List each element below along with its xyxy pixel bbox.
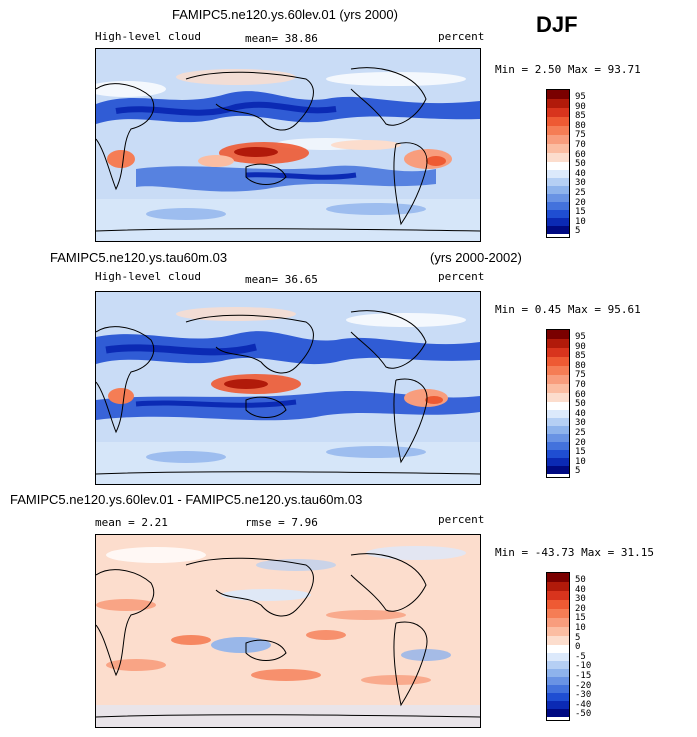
panel1-title: FAMIPC5.ne120.ys.60lev.01 (yrs 2000) bbox=[172, 7, 398, 22]
colorbar-tick-label: 20 bbox=[575, 437, 586, 448]
panel1-colorbar bbox=[546, 89, 570, 238]
panel1-units: percent bbox=[438, 30, 485, 43]
colorbar-tick-label: 15 bbox=[575, 447, 586, 458]
colorbar-tick-label: 5 bbox=[575, 632, 581, 643]
panel2-units: percent bbox=[438, 270, 485, 283]
colorbar-tick-label: -15 bbox=[575, 671, 592, 681]
colorbar-tick-label: 25 bbox=[575, 188, 586, 198]
colorbar-tick-label: 25 bbox=[575, 428, 586, 438]
colorbar-tick-label: 95 bbox=[575, 92, 586, 102]
colorbar-tick-label: 70 bbox=[575, 380, 586, 390]
colorbar-tick-label: 30 bbox=[575, 418, 586, 429]
colorbar-tick-label: 10 bbox=[575, 456, 586, 467]
colorbar-tick-label: 5 bbox=[575, 226, 581, 237]
colorbar-tick-label: 85 bbox=[575, 351, 586, 362]
panel2-years: (yrs 2000-2002) bbox=[430, 250, 522, 265]
colorbar-tick-label: 50 bbox=[575, 159, 586, 170]
colorbar-tick-label: 20 bbox=[575, 603, 586, 614]
colorbar-tick-label: 75 bbox=[575, 130, 586, 141]
panel3-mean: mean = 2.21 bbox=[95, 516, 168, 529]
colorbar-tick-label: 60 bbox=[575, 389, 586, 400]
panel2-map bbox=[95, 291, 481, 485]
colorbar-tick-label: 30 bbox=[575, 178, 586, 189]
colorbar-tick-label: 10 bbox=[575, 623, 586, 633]
colorbar-tick-label: 30 bbox=[575, 594, 586, 605]
panel2-variable: High-level cloud bbox=[95, 270, 201, 283]
season-label: DJF bbox=[536, 12, 578, 37]
panel3-map bbox=[95, 534, 481, 728]
colorbar-tick-label: 15 bbox=[575, 207, 586, 218]
panel2-minmax: Min = 0.45 Max = 95.61 bbox=[495, 303, 641, 316]
colorbar-tick-label: 5 bbox=[575, 466, 581, 477]
colorbar-tick-label: -30 bbox=[575, 690, 592, 701]
colorbar-tick-label: 60 bbox=[575, 149, 586, 160]
colorbar-tick-label: 75 bbox=[575, 370, 586, 381]
panel3-rmse: rmse = 7.96 bbox=[245, 516, 318, 529]
panel2-colorbar bbox=[546, 329, 570, 478]
colorbar-tick-label: 40 bbox=[575, 584, 586, 595]
colorbar-tick-label: 40 bbox=[575, 168, 586, 179]
panel3-minmax: Min = -43.73 Max = 31.15 bbox=[495, 546, 654, 559]
colorbar-tick-label: 80 bbox=[575, 360, 586, 371]
panel1-map bbox=[95, 48, 481, 242]
colorbar-tick-label: 90 bbox=[575, 101, 586, 112]
colorbar-tick-label: 90 bbox=[575, 341, 586, 352]
colorbar-tick-label: 10 bbox=[575, 216, 586, 227]
panel1-minmax: Min = 2.50 Max = 93.71 bbox=[495, 63, 641, 76]
panel3-units: percent bbox=[438, 513, 485, 526]
colorbar-tick-label: -5 bbox=[575, 651, 586, 662]
colorbar-tick-label: 50 bbox=[575, 399, 586, 410]
panel1-mean: mean= 38.86 bbox=[245, 32, 318, 45]
colorbar-tick-label: 0 bbox=[575, 642, 581, 653]
colorbar-tick-label: 15 bbox=[575, 613, 586, 624]
panel1-variable: High-level cloud bbox=[95, 30, 201, 43]
colorbar-tick-label: 20 bbox=[575, 197, 586, 208]
panel3-colorbar bbox=[546, 572, 570, 721]
panel2-mean: mean= 36.65 bbox=[245, 273, 318, 286]
colorbar-tick-label: 95 bbox=[575, 332, 586, 342]
colorbar-tick-label: 80 bbox=[575, 120, 586, 131]
colorbar-tick-label: -10 bbox=[575, 661, 592, 672]
panel2-title: FAMIPC5.ne120.ys.tau60m.03 bbox=[50, 250, 228, 265]
colorbar-tick-label: -50 bbox=[575, 709, 592, 720]
colorbar-tick-label: 40 bbox=[575, 408, 586, 419]
colorbar-tick-label: 85 bbox=[575, 111, 586, 122]
colorbar-tick-label: 70 bbox=[575, 140, 586, 150]
panel3-title: FAMIPC5.ne120.ys.60lev.01 - FAMIPC5.ne12… bbox=[10, 492, 363, 507]
colorbar-tick-label: -20 bbox=[575, 680, 592, 691]
colorbar-tick-label: -40 bbox=[575, 699, 592, 710]
colorbar-tick-label: 50 bbox=[575, 575, 586, 585]
